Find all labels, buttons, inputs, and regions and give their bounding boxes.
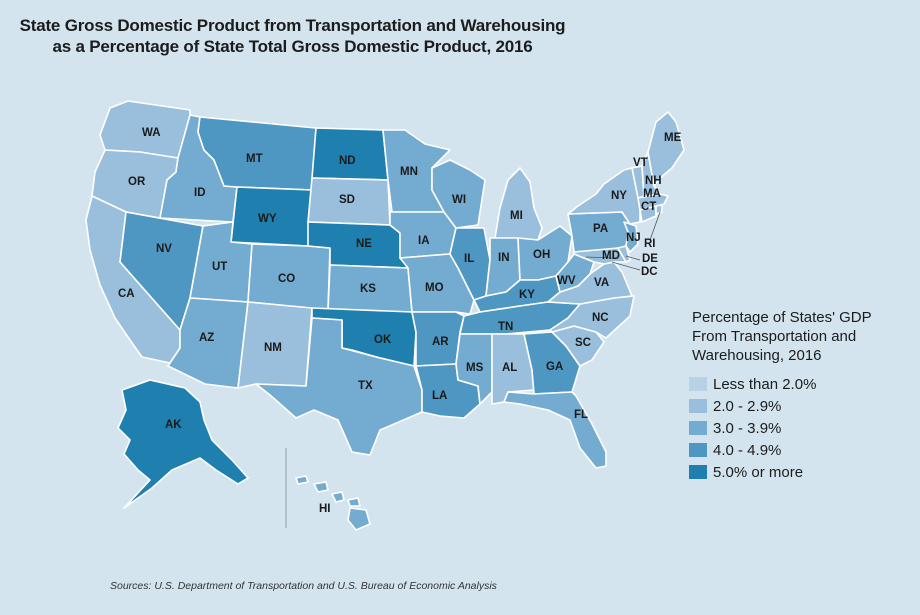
title-line-1: State Gross Domestic Product from Transp… [19,16,566,35]
label-CO: CO [278,273,295,285]
legend-label: 5.0% or more [713,463,804,481]
label-TX: TX [358,380,373,392]
label-WI: WI [452,194,466,206]
label-AL: AL [502,362,517,374]
source-note: Sources: U.S. Department of Transportati… [110,580,497,592]
legend-swatch [689,377,707,391]
state-HI[interactable] [295,475,371,531]
state-NH[interactable] [641,151,661,197]
state-DE[interactable] [617,245,631,263]
label-CA: CA [118,288,135,300]
legend-swatch [689,399,707,413]
legend-item: 5.0% or more [689,461,907,483]
label-AR: AR [432,336,449,348]
label-HI: HI [319,503,331,515]
label-DE: DE [642,253,658,265]
label-ID: ID [194,187,206,199]
legend-item: 4.0 - 4.9% [689,439,907,461]
state-ME[interactable] [647,111,685,187]
state-NC[interactable] [549,295,635,339]
legend-title-line: Warehousing, 2016 [692,347,822,364]
label-CT: CT [641,201,656,213]
state-AK[interactable] [117,379,249,509]
state-FL[interactable] [503,391,607,469]
legend-title-line: Percentage of States' GDP [692,309,872,326]
label-MT: MT [246,153,263,165]
state-MI[interactable] [494,167,543,241]
state-NJ[interactable] [623,221,639,253]
label-FL: FL [574,409,588,421]
state-WI[interactable] [431,159,486,229]
label-NH: NH [645,175,662,187]
label-TN: TN [498,321,513,333]
label-MS: MS [466,362,484,374]
label-ND: ND [339,155,356,167]
label-MO: MO [425,282,444,294]
label-MN: MN [400,166,418,178]
label-NC: NC [592,312,609,324]
label-WV: WV [557,275,576,287]
leader-ri [649,211,661,241]
legend-title: Percentage of States' GDP From Transport… [692,308,907,365]
label-SD: SD [339,194,355,206]
legend-label: Less than 2.0% [713,375,817,393]
label-NJ: NJ [626,232,641,244]
label-MI: MI [510,210,523,222]
leader-md [585,256,613,259]
legend-label: 2.0 - 2.9% [713,397,782,415]
label-WY: WY [258,213,277,225]
label-IN: IN [498,252,510,264]
label-OR: OR [128,176,146,188]
label-OK: OK [374,334,392,346]
legend-swatch [689,443,707,457]
leader-dc [611,261,641,271]
legend-swatch [689,465,707,479]
state-TX[interactable] [255,317,423,456]
state-labels: WA OR CA NV ID MT WY UT AZ CO NM ND SD N… [118,127,682,515]
state-ND[interactable] [311,127,389,181]
label-NV: NV [156,243,172,255]
label-KY: KY [519,289,535,301]
label-IA: IA [418,235,430,247]
label-AK: AK [165,419,182,431]
title-line-2: as a Percentage of State Total Gross Dom… [52,37,533,56]
label-IL: IL [464,253,474,265]
map-title: State Gross Domestic Product from Transp… [0,15,585,57]
label-VA: VA [594,277,609,289]
label-VT: VT [633,157,648,169]
label-KS: KS [360,283,376,295]
legend-label: 4.0 - 4.9% [713,441,782,459]
label-OH: OH [533,249,550,261]
leader-de [625,255,641,261]
label-ME: ME [664,132,682,144]
legend-item: Less than 2.0% [689,373,907,395]
legend: Percentage of States' GDP From Transport… [689,308,907,483]
label-UT: UT [212,261,227,273]
label-PA: PA [593,223,608,235]
label-SC: SC [575,337,591,349]
label-GA: GA [546,361,563,373]
label-WA: WA [142,127,161,139]
label-NM: NM [264,342,282,354]
legend-label: 3.0 - 3.9% [713,419,782,437]
label-AZ: AZ [199,332,214,344]
label-MD: MD [602,250,620,262]
legend-item: 2.0 - 2.9% [689,395,907,417]
label-MA: MA [643,188,661,200]
label-RI: RI [644,238,656,250]
legend-title-line: From Transportation and [692,328,857,345]
label-DC: DC [641,266,658,278]
label-LA: LA [432,390,447,402]
legend-item: 3.0 - 3.9% [689,417,907,439]
legend-swatch [689,421,707,435]
label-NY: NY [611,190,627,202]
label-NE: NE [356,238,372,250]
